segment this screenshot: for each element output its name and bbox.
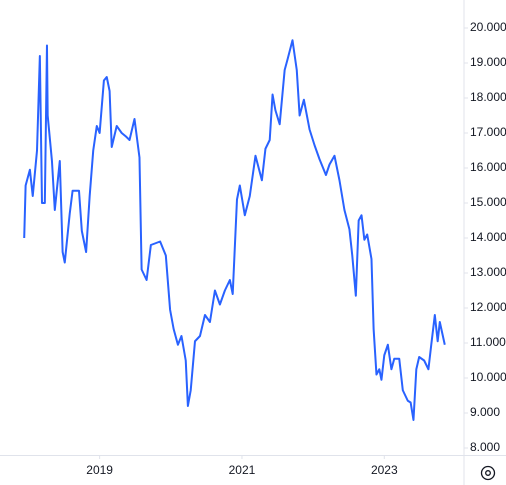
x-tick-label: 2021 [229,463,256,477]
y-tick-label: 13.000 [470,265,506,279]
price-line [23,39,446,421]
y-tick-label: 8.000 [470,440,500,454]
y-tick-label: 16.000 [470,160,506,174]
y-tick-label: 14.000 [470,230,506,244]
x-tick-label: 2019 [86,463,113,477]
y-tick-label: 15.000 [470,195,506,209]
y-tick-label: 11.000 [470,335,506,349]
y-tick-label: 20.000 [470,20,506,34]
y-tick-label: 19.000 [470,55,506,69]
settings-icon-center[interactable] [485,470,491,476]
y-tick-label: 10.000 [470,370,506,384]
y-tick-label: 12.000 [470,300,506,314]
x-tick-label: 2023 [371,463,398,477]
y-tick-label: 9.000 [470,405,500,419]
settings-icon[interactable] [480,465,496,481]
y-tick-label: 17.000 [470,125,506,139]
settings-button[interactable] [480,465,496,481]
y-tick-label: 18.000 [470,90,506,104]
